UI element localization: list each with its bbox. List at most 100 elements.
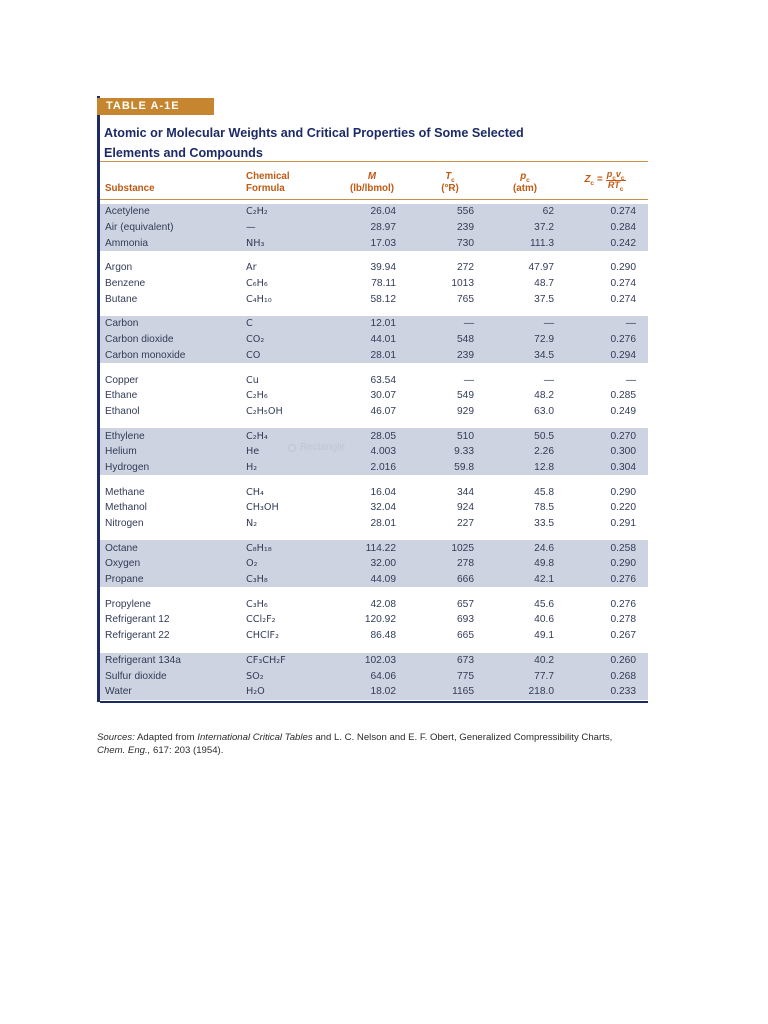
m-cell: 42.08 — [370, 598, 397, 610]
pc-cell: 111.3 — [530, 237, 554, 249]
table-row: Refrigerant 134a CF₃CH₂F 102.03 673 40.2 0.26… — [100, 653, 648, 669]
pc-cell: 45.6 — [534, 598, 554, 610]
substance-cell: Argon — [105, 262, 133, 274]
tc-cell: 59.8 — [454, 461, 474, 473]
zc-cell: — — [625, 374, 636, 386]
m-cell: 16.04 — [370, 486, 397, 498]
substance-cell: Hydrogen — [105, 461, 150, 473]
zc-cell: 0.267 — [610, 630, 637, 642]
formula-cell: CO₂ — [246, 334, 265, 346]
tc-cell: 227 — [457, 518, 474, 530]
pc-cell: 50.5 — [534, 430, 554, 442]
table-row: Copper Cu 63.54 — — — — [100, 372, 648, 388]
table-row: Octane C₈H₁₈ 114.22 1025 24.6 0.258 — [100, 540, 648, 556]
m-cell: 86.48 — [370, 630, 397, 642]
pc-cell: 42.1 — [534, 574, 554, 586]
tc-cell: 1165 — [452, 686, 474, 698]
page-title-line1: Atomic or Molecular Weights and Critical… — [104, 126, 524, 140]
zc-formula: Zc = pcvc RTc — [584, 169, 626, 193]
substance-cell: Refrigerant 134a — [105, 654, 181, 666]
tc-cell: 239 — [457, 222, 474, 234]
pc-cell: — — [543, 374, 554, 386]
table-row: Argon Ar 39.94 272 47.97 0.290 — [100, 260, 648, 276]
sources-text: Adapted from — [134, 732, 198, 743]
zc-cell: 0.274 — [610, 293, 637, 305]
formula-cell: C₂H₅OH — [246, 405, 283, 417]
sources-label: Sources: — [97, 732, 135, 743]
tc-units: (°R) — [441, 183, 459, 195]
column-header-critical-pressure: pc (atm) — [488, 165, 562, 196]
zc-cell: 0.284 — [610, 222, 637, 234]
tc-cell: 510 — [457, 430, 474, 442]
zc-cell: 0.290 — [610, 262, 637, 274]
formula-cell: CO — [246, 349, 261, 361]
table-header: Substance Chemical Formula M (lb/lbmol) … — [100, 161, 648, 200]
table-row: Carbon C 12.01 — — — — [100, 316, 648, 332]
substance-cell: Butane — [105, 293, 138, 305]
substance-cell: Carbon dioxide — [105, 334, 174, 346]
m-cell: 102.03 — [364, 654, 396, 666]
tc-cell: 1013 — [451, 278, 474, 290]
zc-cell: 0.276 — [610, 334, 637, 346]
formula-cell: NH₃ — [246, 237, 265, 249]
table-row: Refrigerant 22 CHClF₂ 86.48 665 49.1 0.267 — [100, 628, 648, 644]
tc-cell: 9.33 — [454, 446, 474, 458]
page-title: Atomic or Molecular Weights and Critical… — [104, 124, 644, 163]
table-row: Water H₂O 18.02 1165 218.0 0.233 — [100, 684, 648, 700]
pc-cell: 77.7 — [534, 670, 554, 682]
m-cell: 63.54 — [370, 374, 397, 386]
watermark-icon — [288, 443, 296, 452]
m-cell: 120.92 — [364, 614, 396, 626]
pc-cell: 49.1 — [534, 630, 554, 642]
tc-cell: 344 — [457, 486, 474, 498]
table-row: Acetylene C₂H₂ 26.04 556 62 0.274 — [100, 204, 648, 220]
m-cell: 32.00 — [370, 558, 397, 570]
substance-cell: Refrigerant 22 — [105, 630, 170, 642]
tc-cell: 765 — [457, 293, 474, 305]
m-units: (lb/lbmol) — [349, 183, 395, 195]
sources-text: and L. C. Nelson and E. F. Obert, Genera… — [312, 732, 613, 743]
tc-cell: 556 — [457, 206, 474, 218]
formula-cell: O₂ — [246, 558, 258, 570]
watermark-text: Rectangle — [300, 442, 346, 453]
watermark: Rectangle — [288, 442, 345, 453]
formula-cell: C₆H₆ — [246, 278, 268, 290]
table-row: Helium He 4.003 9.33 2.26 0.300 — [100, 444, 648, 460]
substance-cell: Air (equivalent) — [105, 222, 174, 234]
pc-cell: 218.0 — [528, 686, 555, 698]
formula-cell: CCl₂F₂ — [246, 614, 276, 626]
substance-cell: Ethanol — [105, 405, 140, 417]
sources-note: Sources: Adapted from International Crit… — [97, 731, 642, 758]
zc-cell: 0.290 — [610, 558, 637, 570]
zc-cell: 0.270 — [610, 430, 637, 442]
m-cell: 18.02 — [370, 686, 397, 698]
formula-cell: N₂ — [246, 518, 258, 530]
table-badge: TABLE A-1E — [97, 98, 214, 115]
table-row: Benzene C₆H₆ 78.11 1013 48.7 0.274 — [100, 276, 648, 292]
pc-cell: 63.0 — [534, 405, 554, 417]
pc-cell: 45.8 — [534, 486, 554, 498]
tc-cell: 730 — [457, 237, 474, 249]
m-cell: 30.07 — [370, 390, 397, 402]
m-cell: 78.11 — [371, 278, 396, 290]
pc-cell: 47.97 — [528, 262, 555, 274]
formula-cell: CH₄ — [246, 486, 264, 498]
pc-cell: 24.6 — [534, 542, 554, 554]
pc-units: (atm) — [513, 183, 537, 195]
m-cell: 26.04 — [370, 206, 397, 218]
m-cell: 2.016 — [370, 461, 397, 473]
formula-cell: C₃H₆ — [246, 598, 268, 610]
formula-cell: H₂ — [246, 461, 258, 473]
substance-cell: Ethylene — [105, 430, 145, 442]
m-cell: 28.01 — [370, 349, 397, 361]
formula-cell: SO₂ — [246, 670, 264, 682]
pc-cell: 62 — [542, 206, 554, 218]
column-header-substance: Substance — [100, 165, 246, 196]
formula-cell: Ar — [246, 262, 257, 274]
m-cell: 44.09 — [370, 574, 397, 586]
sources-text: 617: 203 (1954). — [150, 745, 224, 757]
pc-cell: 37.5 — [534, 293, 554, 305]
column-header-compressibility: Zc = pcvc RTc — [562, 165, 648, 196]
table-row: Refrigerant 12 CCl₂F₂ 120.92 693 40.6 0.278 — [100, 612, 648, 628]
